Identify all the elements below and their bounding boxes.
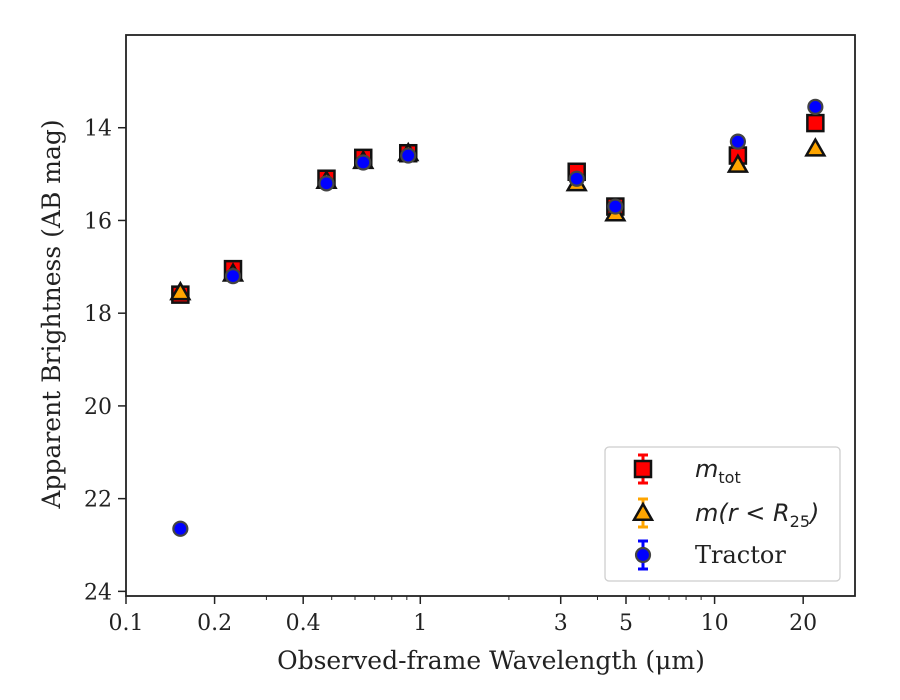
- data-point: [172, 520, 189, 537]
- x-tick-label: 10: [701, 611, 729, 636]
- data-point: [607, 198, 624, 215]
- y-tick-label: 24: [84, 580, 112, 605]
- data-point: [224, 267, 242, 285]
- data-point: [806, 113, 825, 133]
- y-tick-label: 14: [84, 117, 112, 142]
- data-point: [169, 280, 192, 301]
- data-point: [729, 133, 746, 150]
- legend-label-tractor: Tractor: [695, 541, 786, 569]
- x-tick-label: 0.2: [197, 611, 232, 636]
- x-tick-label: 0.1: [109, 611, 144, 636]
- legend-label-mtot: mtot: [695, 455, 741, 487]
- legend-box: [604, 446, 841, 582]
- x-tick-label: 5: [619, 611, 633, 636]
- legend-marker-triangle: [631, 501, 655, 521]
- y-tick-label: 16: [84, 209, 112, 234]
- y-axis-label: Apparent Brightness (AB mag): [37, 119, 66, 509]
- data-point: [318, 175, 335, 192]
- x-tick-label: 1: [413, 611, 427, 636]
- x-axis-label: Observed-frame Wavelength (μm): [277, 646, 705, 675]
- x-tick-label: 0.4: [286, 611, 321, 636]
- data-point: [726, 153, 750, 173]
- legend-marker-circle: [634, 546, 652, 564]
- data-point: [807, 98, 824, 115]
- x-tick-label: 3: [554, 611, 568, 636]
- series-circle: [172, 98, 824, 537]
- data-point: [568, 170, 585, 187]
- y-tick-label: 22: [84, 488, 112, 513]
- legend-label-m-r25: m(r < R25): [695, 499, 819, 531]
- axes-layer: 0.1 0.2 0.4 1 3 5 10 20 14 16 18 20 22 24: [84, 34, 856, 636]
- plot-layer: [169, 98, 827, 537]
- x-tick-label: 20: [789, 611, 817, 636]
- plot-frame: [125, 34, 856, 597]
- legend: mtot m(r < R25) Tractor: [604, 446, 841, 582]
- y-tick-label: 18: [84, 302, 112, 327]
- data-point: [804, 137, 827, 157]
- legend-marker-square: [633, 459, 653, 479]
- data-point: [400, 147, 417, 164]
- y-tick-label: 20: [84, 395, 112, 420]
- data-point: [355, 154, 372, 171]
